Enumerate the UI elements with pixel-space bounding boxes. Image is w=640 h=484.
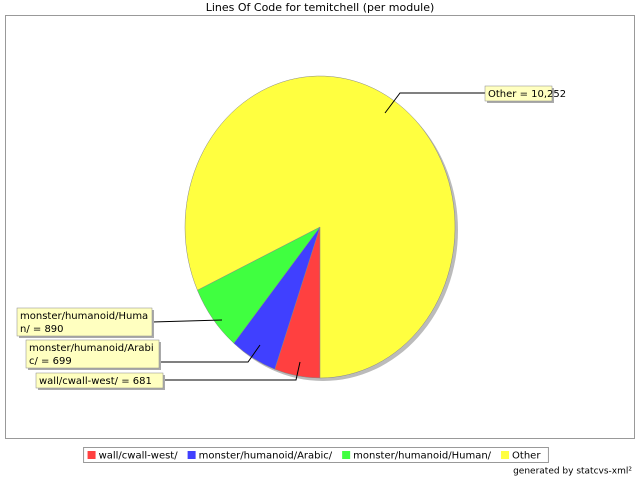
label-box [16, 307, 153, 337]
data-label-line: monster/humanoid/Arabi [29, 343, 154, 354]
chart-title: Lines Of Code for temitchell (per module… [206, 1, 435, 14]
data-label-line: wall/cwall-west/ = 681 [39, 376, 152, 387]
legend-swatch [501, 451, 510, 459]
data-label-line: Other = 10,252 [488, 89, 566, 100]
data-label-line: c/ = 699 [29, 356, 72, 367]
data-label: Other = 10,252 [488, 89, 566, 100]
leader-line [163, 361, 301, 381]
data-label: monster/humanoid/Arabi c/ = 699 [29, 343, 154, 367]
data-label: wall/cwall-west/ = 681 [39, 376, 152, 387]
footer: generated by statcvs-xml² [513, 467, 632, 477]
legend-swatch [342, 451, 351, 459]
data-label-line: monster/humanoid/Huma [20, 311, 148, 322]
leader-line [159, 344, 261, 363]
label-box [25, 339, 160, 369]
legend-swatch [87, 451, 96, 459]
label-box [484, 85, 553, 102]
legend: wall/cwall-west/monster/humanoid/Arabic/… [83, 447, 549, 463]
leader-line [151, 319, 223, 323]
legend-label: monster/humanoid/Human/ [353, 451, 492, 462]
legend-label: monster/humanoid/Arabic/ [199, 451, 333, 462]
pie-slice [184, 75, 456, 379]
legend-box [83, 447, 549, 463]
legend-label: wall/cwall-west/ [99, 451, 179, 462]
legend-label: Other [512, 451, 541, 462]
label-box [35, 372, 164, 389]
data-label-line: n/ = 890 [20, 324, 64, 335]
leader-line [384, 92, 485, 114]
data-label: monster/humanoid/Huma n/ = 890 [20, 311, 148, 335]
legend-swatch [187, 451, 196, 459]
